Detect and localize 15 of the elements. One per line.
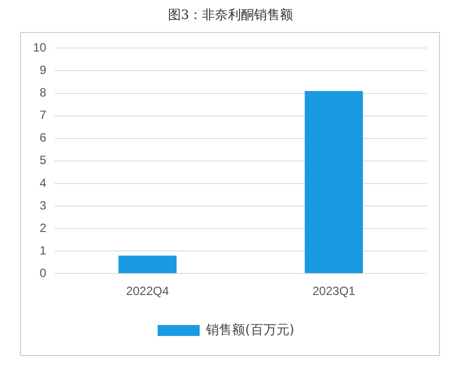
y-tick-label: 6 <box>40 130 47 145</box>
y-tick-label: 8 <box>40 86 47 100</box>
y-tick-label: 4 <box>40 176 47 190</box>
y-tick-label: 0 <box>40 266 47 280</box>
y-tick-label: 2 <box>40 220 47 235</box>
legend-label: 销售额(百万元) <box>205 322 294 338</box>
y-tick-label: 7 <box>40 108 47 122</box>
y-tick-label: 9 <box>40 63 47 78</box>
x-tick-label: 2023Q1 <box>312 284 356 298</box>
y-tick-label: 1 <box>40 243 47 258</box>
y-tick-label: 3 <box>40 198 47 212</box>
x-tick-label: 2022Q4 <box>126 284 170 298</box>
y-tick-label: 10 <box>32 40 47 55</box>
chart-title: 图3：非奈利酮销售额 <box>166 7 294 24</box>
y-tick-label: 5 <box>40 153 47 168</box>
